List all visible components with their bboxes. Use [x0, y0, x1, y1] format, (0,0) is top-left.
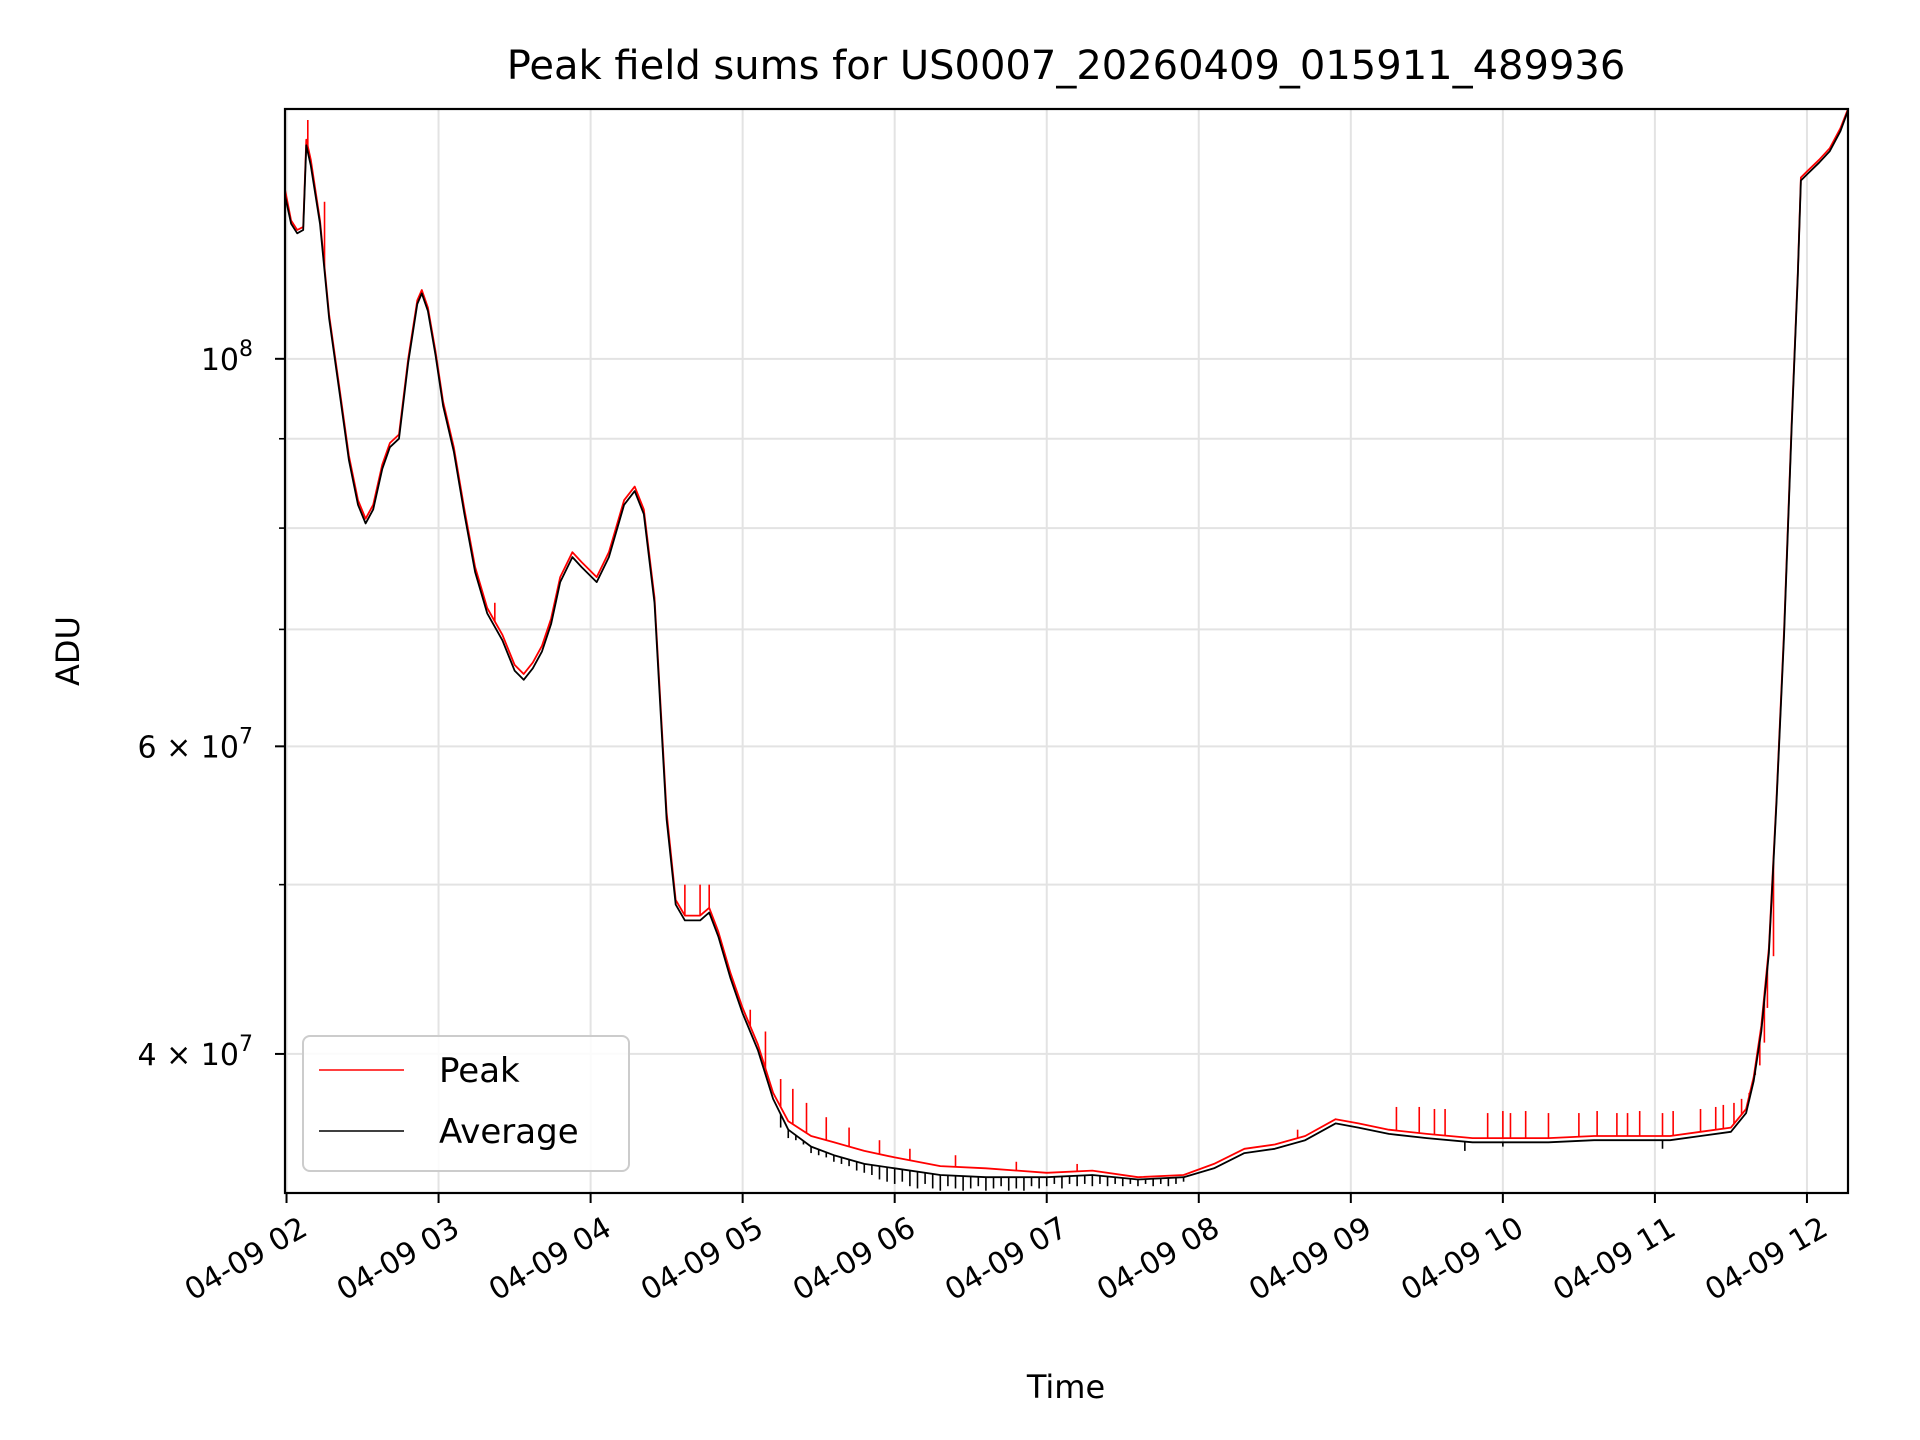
legend-average-label: Average: [439, 1112, 579, 1152]
y-tick-label: 4 × 107: [138, 1032, 253, 1073]
legend: Peak Average: [302, 1035, 630, 1172]
x-axis-ticks: 04-09 02 04-09 03 04-09 04 04-09 05 04-09 06…: [179, 1193, 1834, 1308]
y-axis-ticks: 108 6 × 107 4 × 107: [138, 337, 285, 1073]
x-tick-label: 04-09 10: [1395, 1210, 1529, 1308]
plot-area: [285, 109, 1848, 1191]
x-tick-label: 04-09 09: [1243, 1210, 1377, 1308]
x-tick-label: 04-09 08: [1091, 1210, 1225, 1308]
x-tick-label: 04-09 12: [1699, 1210, 1833, 1308]
y-axis-label: ADU: [49, 616, 87, 686]
x-tick-label: 04-09 05: [635, 1210, 769, 1308]
x-tick-label: 04-09 07: [939, 1210, 1073, 1308]
x-axis-label: Time: [1026, 1368, 1105, 1406]
x-tick-label: 04-09 04: [483, 1210, 617, 1308]
y-tick-label: 108: [201, 337, 253, 378]
x-tick-label: 04-09 06: [787, 1210, 921, 1308]
chart-title: Peak field sums for US0007_20260409_0159…: [507, 43, 1626, 89]
y-tick-label: 6 × 107: [138, 724, 253, 765]
x-tick-label: 04-09 02: [179, 1210, 313, 1308]
series-average-line: [285, 110, 1848, 1181]
plot-frame: [283, 107, 1850, 1195]
series-peak-line: [285, 109, 1848, 1179]
legend-peak-label: Peak: [439, 1051, 520, 1091]
grid: [285, 109, 1848, 1193]
x-tick-label: 04-09 11: [1547, 1210, 1681, 1308]
x-tick-label: 04-09 03: [331, 1210, 465, 1308]
